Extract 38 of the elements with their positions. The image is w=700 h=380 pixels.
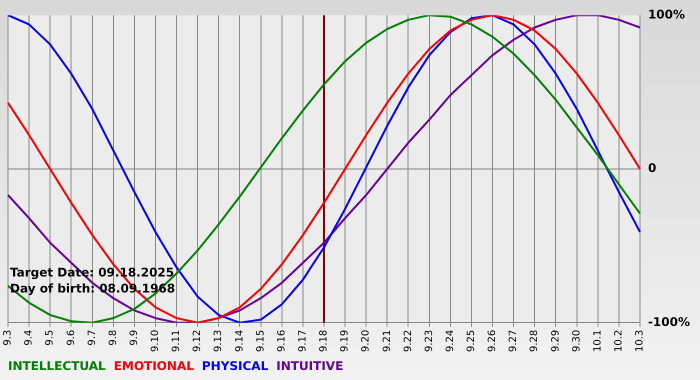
x-tick-label: 9.26	[487, 330, 498, 352]
x-tick-label: 9.16	[276, 330, 288, 352]
text: PHYSICAL	[202, 359, 268, 373]
x-tick-label: 9.19	[340, 330, 351, 352]
x-tick-label: 9.18	[318, 330, 330, 352]
x-tick-label: 9.29	[550, 330, 562, 352]
x-tick-label: 9.27	[508, 330, 520, 352]
x-tick-label: 9.25	[466, 330, 478, 352]
x-tick-label: 9.12	[192, 330, 204, 352]
x-tick-label: 9.8	[108, 330, 119, 346]
text: INTUITIVE	[276, 359, 344, 373]
x-tick-label: 10.3	[634, 330, 646, 352]
x-tick-label: 10.1	[592, 330, 604, 352]
x-tick-label: 9.9	[128, 330, 140, 346]
x-tick-label: 9.23	[424, 330, 435, 352]
text: INTELLECTUAL	[8, 359, 106, 373]
x-tick-label: 9.22	[402, 330, 414, 352]
x-tick-label: 9.6	[66, 330, 77, 346]
x-tick-label: 9.7	[86, 330, 98, 346]
text: EMOTIONAL	[114, 359, 194, 373]
x-tick-label: 10.2	[613, 330, 624, 352]
x-tick-label: 9.13	[213, 330, 224, 352]
y-tick-label: -100%	[648, 314, 690, 329]
x-tick-label: 9.24	[444, 330, 456, 352]
x-tick-label: 9.21	[382, 330, 393, 352]
x-tick-label: 9.30	[571, 330, 582, 352]
y-tick-label: 0	[648, 161, 656, 176]
x-tick-label: 9.4	[24, 330, 35, 346]
x-tick-label: 9.11	[171, 330, 182, 352]
x-tick-label: 9.28	[529, 330, 540, 352]
x-tick-label: 9.20	[360, 330, 372, 352]
x-tick-label: 9.17	[298, 330, 308, 352]
x-tick-label: 9.5	[44, 330, 56, 346]
x-tick-label: 9.10	[150, 330, 162, 352]
x-tick-label: 9.15	[255, 330, 266, 352]
x-tick-label: 9.14	[234, 330, 246, 352]
x-tick-label: 9.3	[2, 330, 14, 346]
y-tick-label: 100%	[648, 7, 686, 22]
